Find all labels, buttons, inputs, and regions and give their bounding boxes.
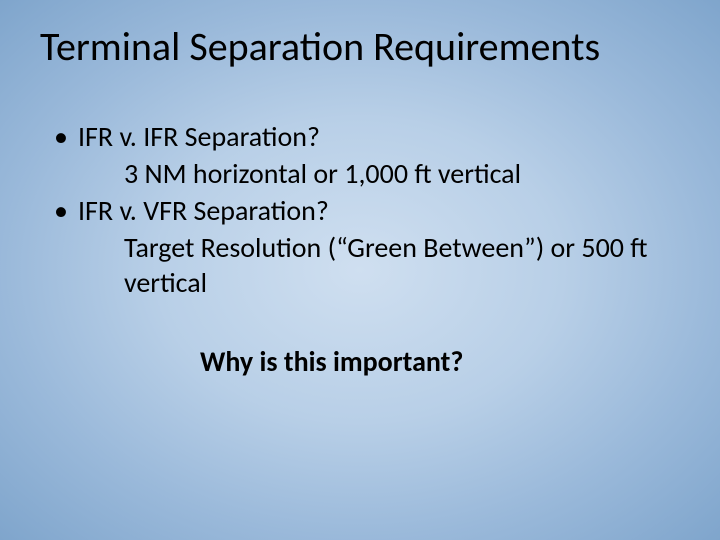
bullet-detail: 3 NM horizontal or 1,000 ft vertical (50, 156, 670, 191)
slide-title: Terminal Separation Requirements (0, 0, 720, 71)
bullet-item: • IFR v. VFR Separation? (50, 193, 670, 228)
slide: Terminal Separation Requirements • IFR v… (0, 0, 720, 540)
bullet-glyph: • (50, 119, 78, 154)
bullet-label: IFR v. IFR Separation? (78, 119, 670, 154)
slide-body: • IFR v. IFR Separation? 3 NM horizontal… (0, 71, 720, 379)
bullet-item: • IFR v. IFR Separation? (50, 119, 670, 154)
slide-question: Why is this important? (50, 344, 670, 379)
bullet-glyph: • (50, 193, 78, 228)
bullet-label: IFR v. VFR Separation? (78, 193, 670, 228)
bullet-detail: Target Resolution (“Green Between”) or 5… (50, 230, 670, 300)
